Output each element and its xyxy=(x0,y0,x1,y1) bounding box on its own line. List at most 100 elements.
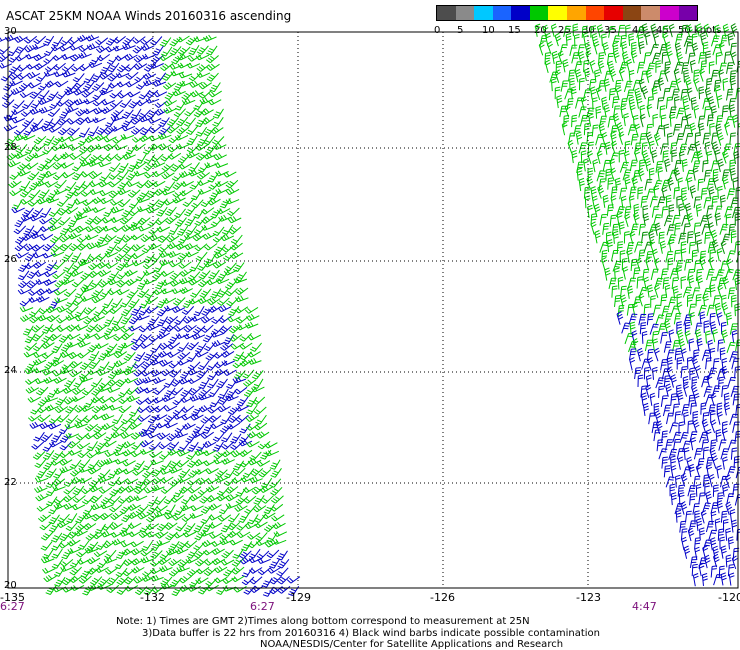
wind-barb xyxy=(163,199,178,206)
wind-barb xyxy=(32,252,47,259)
wind-barb xyxy=(668,329,675,343)
wind-barb xyxy=(63,288,77,298)
wind-barb xyxy=(225,394,239,402)
wind-barb xyxy=(147,217,160,227)
wind-barb xyxy=(67,530,81,539)
wind-barb xyxy=(156,540,170,546)
wind-barb xyxy=(106,379,121,387)
wind-barb xyxy=(232,548,244,559)
wind-barb xyxy=(706,373,713,388)
wind-barb xyxy=(200,316,215,324)
wind-barb xyxy=(179,189,193,197)
wind-barb xyxy=(610,195,617,209)
wind-barb xyxy=(202,449,217,457)
wind-barb xyxy=(730,51,737,66)
wind-barb xyxy=(636,276,643,289)
wind-barb xyxy=(96,370,111,376)
wind-barb xyxy=(98,351,110,361)
wind-barb xyxy=(142,53,156,60)
wind-barb xyxy=(655,161,663,173)
wind-barb xyxy=(56,305,70,313)
wind-barb xyxy=(66,341,81,348)
map-title: ASCAT 25KM NOAA Winds 20160316 ascending xyxy=(6,9,292,23)
wind-barb xyxy=(235,405,249,412)
wind-barb xyxy=(644,179,653,191)
wind-barb xyxy=(709,249,716,262)
wind-barb xyxy=(157,316,169,327)
wind-barb xyxy=(40,556,55,564)
wind-barb xyxy=(102,540,116,549)
wind-barb xyxy=(710,439,717,452)
wind-barb xyxy=(36,295,50,303)
wind-barb xyxy=(153,404,167,413)
wind-barb xyxy=(693,77,700,92)
wind-barb xyxy=(721,385,728,398)
wind-barb xyxy=(267,567,281,574)
wind-barb xyxy=(59,242,73,252)
wind-barb xyxy=(693,393,700,407)
wind-barb xyxy=(229,334,243,342)
wind-barb xyxy=(643,367,650,380)
wind-barb xyxy=(225,486,239,494)
wind-barb xyxy=(698,52,706,64)
wind-barb xyxy=(57,127,71,136)
wind-barb xyxy=(620,105,627,119)
wind-barb xyxy=(96,460,110,468)
wind-barb xyxy=(103,127,117,135)
wind-barb xyxy=(175,217,187,227)
wind-barb xyxy=(166,117,179,127)
wind-barb xyxy=(676,195,682,209)
wind-barb xyxy=(139,126,152,136)
wind-barb xyxy=(257,567,271,576)
wind-barb xyxy=(59,466,73,474)
wind-barb xyxy=(52,271,66,280)
wind-barb xyxy=(87,253,102,262)
wind-barb xyxy=(199,288,212,299)
wind-barb xyxy=(153,91,168,98)
wind-barb xyxy=(695,23,703,37)
wind-barb xyxy=(191,430,205,438)
wind-barb xyxy=(201,539,216,548)
wind-barb xyxy=(729,70,737,83)
wind-barb xyxy=(559,105,567,118)
wind-barb xyxy=(211,557,226,566)
wind-barb xyxy=(71,504,86,511)
wind-barb xyxy=(146,514,159,523)
wind-barb xyxy=(196,71,211,78)
wind-barb xyxy=(616,212,623,226)
wind-barb xyxy=(648,140,655,154)
wind-barb xyxy=(623,80,633,93)
wind-barb xyxy=(585,50,592,64)
wind-barb xyxy=(16,72,30,80)
wind-barb xyxy=(29,90,42,99)
wind-barb xyxy=(107,278,121,286)
wind-barb xyxy=(33,352,47,359)
wind-barb xyxy=(107,73,121,82)
wind-barb xyxy=(628,313,638,325)
wind-barb xyxy=(711,132,719,145)
wind-barb xyxy=(223,269,238,276)
wind-barb xyxy=(155,217,169,226)
wind-barb xyxy=(152,397,167,404)
wind-barb xyxy=(128,325,142,332)
wind-barb xyxy=(76,549,90,558)
wind-barb xyxy=(104,451,118,458)
wind-barb xyxy=(48,441,63,448)
wind-barb xyxy=(121,125,136,132)
wind-barb xyxy=(104,325,116,336)
wind-barb xyxy=(125,361,137,372)
wind-barb xyxy=(578,50,585,65)
wind-barb xyxy=(700,510,707,524)
wind-barb xyxy=(147,117,162,124)
lat-label-22: 22 xyxy=(4,477,17,488)
wind-barb xyxy=(108,190,122,199)
wind-barb xyxy=(733,455,740,469)
wind-barb xyxy=(96,233,108,245)
wind-barb xyxy=(152,79,167,87)
wind-barb xyxy=(721,427,728,442)
wind-barb xyxy=(99,198,114,205)
wind-barb xyxy=(67,351,82,360)
wind-barb xyxy=(42,368,56,376)
wind-barb xyxy=(692,160,701,172)
